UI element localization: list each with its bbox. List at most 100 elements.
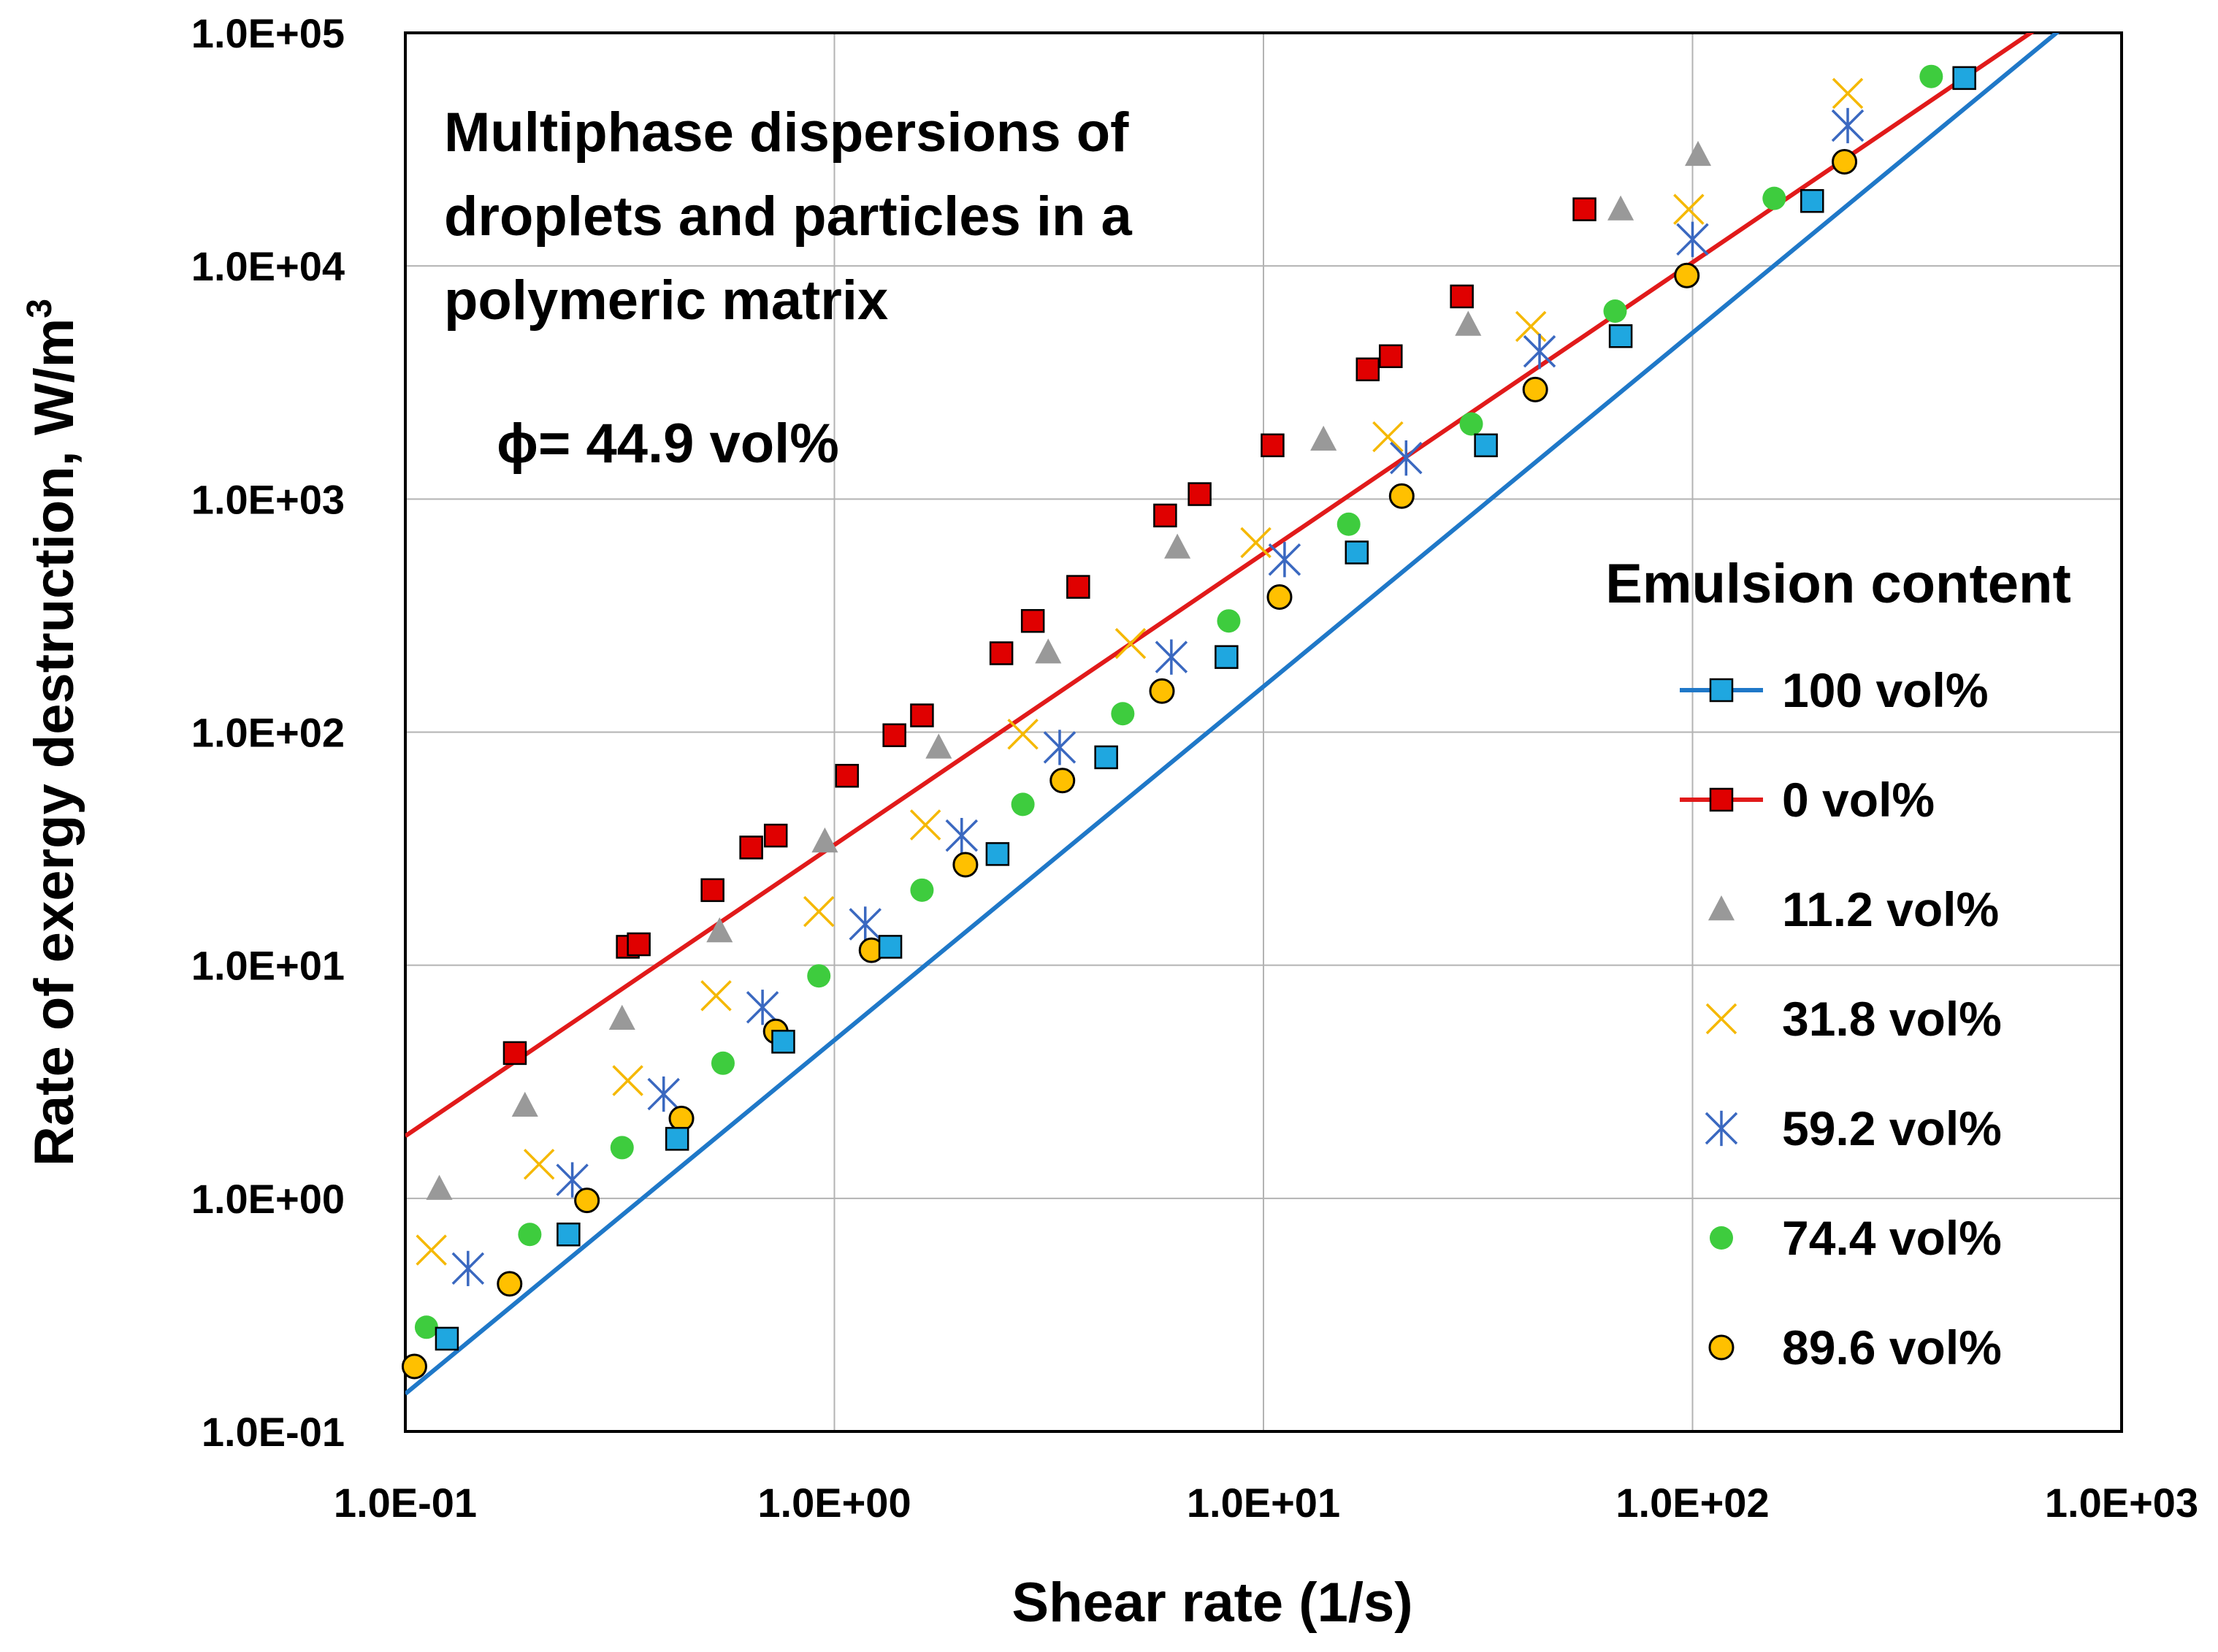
legend-item-0-vol: 0 vol% [1680,773,1935,827]
data-point-59-2-vol [1155,639,1188,675]
data-point-59-2-vol [1523,334,1556,370]
data-point-74-4-vol [518,1223,542,1247]
legend-title: Emulsion content [1605,553,2071,615]
data-point-89-6-vol [497,1271,523,1297]
data-point-74-4-vol [711,1051,735,1075]
data-point-74-4-vol [1217,609,1241,633]
legend-label: 0 vol% [1782,773,1935,827]
x-tick-label: 1.0E-01 [334,1480,477,1526]
y-tick-label: 1.0E+00 [191,1176,345,1222]
data-point-59-2-vol [647,1076,680,1112]
data-point-0-vol [1020,608,1045,633]
data-point-0-vol [700,878,724,903]
data-point-100-vol [1474,433,1498,458]
data-point-31-8-vol [1832,77,1864,110]
data-point-11-2-vol [1035,638,1062,664]
plot-area-frame [404,31,2123,1433]
data-point-100-vol [985,842,1010,866]
data-point-100-vol [878,935,903,959]
legend-marker-0-vol [1709,787,1734,812]
data-point-11-2-vol [1164,533,1191,559]
data-point-89-6-vol [574,1188,600,1214]
legend-items: 100 vol% 0 vol% 11.2 vol% 31.8 vol% 59.2 vol… [1680,663,2002,1374]
data-point-59-2-vol [945,817,979,854]
data-point-11-2-vol [1607,195,1634,221]
legend-label: 59.2 vol% [1782,1101,2002,1155]
legend-item-89-6-vol: 89.6 vol% [1708,1320,2002,1374]
data-point-59-2-vol [1831,107,1865,144]
y-axis-title: Rate of exergy destruction, W/m3 [20,299,85,1166]
data-point-0-vol [835,763,860,788]
data-point-0-vol [1450,284,1474,309]
legend-marker-59-2-vol [1705,1110,1738,1147]
data-point-11-2-vol [426,1174,453,1200]
data-point-59-2-vol [1676,221,1709,257]
chart-title-line-2: droplets and particles in a [444,186,1133,248]
legend-item-31-8-vol: 31.8 vol% [1705,992,2002,1046]
y-tick-label: 1.0E+01 [191,943,345,989]
data-point-74-4-vol [1111,702,1135,726]
data-point-31-8-vol [416,1234,447,1266]
y-axis-title-text: Rate of exergy destruction, W/m [23,318,85,1166]
data-point-100-vol [557,1223,581,1247]
data-point-31-8-vol [1372,421,1404,453]
data-point-89-6-vol [1049,768,1076,794]
legend-marker-74-4-vol [1710,1226,1733,1250]
data-point-11-2-vol [925,733,952,759]
data-point-11-2-vol [811,827,838,853]
legend-marker-100-vol [1709,678,1734,703]
data-point-0-vol [627,932,651,957]
legend-label: 11.2 vol% [1782,882,1999,936]
data-point-0-vol [502,1041,527,1066]
chart-title-line-3: polymeric matrix [444,269,888,332]
data-point-89-6-vol [668,1106,695,1132]
data-point-31-8-vol [803,895,835,928]
data-point-100-vol [1345,540,1369,565]
data-point-100-vol [665,1127,689,1151]
data-point-100-vol [771,1030,795,1054]
x-tick-label: 1.0E+00 [757,1480,911,1526]
data-points [401,64,1976,1380]
data-point-0-vol [739,835,763,860]
y-axis-tick-labels: 1.0E-01 1.0E+00 1.0E+01 1.0E+02 1.0E+03 1.0E+… [191,10,345,1455]
data-point-31-8-vol [612,1065,643,1096]
data-point-11-2-vol [511,1091,538,1117]
data-point-89-6-vol [1522,376,1548,402]
chart-title-line-1: Multiphase dispersions of [444,102,1129,164]
legend-item-11-2-vol: 11.2 vol% [1708,882,1999,936]
data-point-74-4-vol [910,878,934,902]
data-point-74-4-vol [1011,792,1035,817]
data-point-11-2-vol [1310,425,1337,451]
data-point-100-vol [1094,745,1118,770]
data-point-89-6-vol [1388,483,1415,509]
y-tick-label: 1.0E+02 [191,710,345,756]
data-point-89-6-vol [952,852,979,878]
x-tick-label: 1.0E+03 [2045,1480,2198,1526]
data-point-100-vol [1608,324,1633,348]
data-point-31-8-vol [1240,527,1271,559]
data-point-100-vol [435,1326,459,1351]
data-point-74-4-vol [1603,299,1627,324]
data-point-0-vol [1355,357,1380,382]
data-point-59-2-vol [849,906,882,942]
data-point-74-4-vol [1336,512,1361,536]
fit-line [405,33,2060,1396]
data-point-74-4-vol [1762,186,1786,210]
legend: Emulsion content 100 vol% 0 vol% 11.2 vol%… [1605,553,2071,1374]
phi-annotation: ϕ= 44.9 vol% [497,413,839,475]
data-point-31-8-vol [1515,310,1547,343]
x-tick-label: 1.0E+02 [1615,1480,1769,1526]
data-point-0-vol [882,723,906,747]
data-point-74-4-vol [1919,64,1943,88]
legend-item-59-2-vol: 59.2 vol% [1705,1101,2002,1155]
data-point-0-vol [989,641,1014,665]
data-point-74-4-vol [807,964,831,988]
data-point-74-4-vol [1459,412,1483,436]
data-point-74-4-vol [414,1315,438,1339]
data-point-59-2-vol [746,990,779,1025]
data-point-0-vol [1066,575,1090,599]
legend-marker-11-2-vol [1708,895,1735,921]
data-point-89-6-vol [1832,148,1858,175]
data-point-31-8-vol [1114,627,1147,659]
data-point-31-8-vol [1007,719,1039,750]
